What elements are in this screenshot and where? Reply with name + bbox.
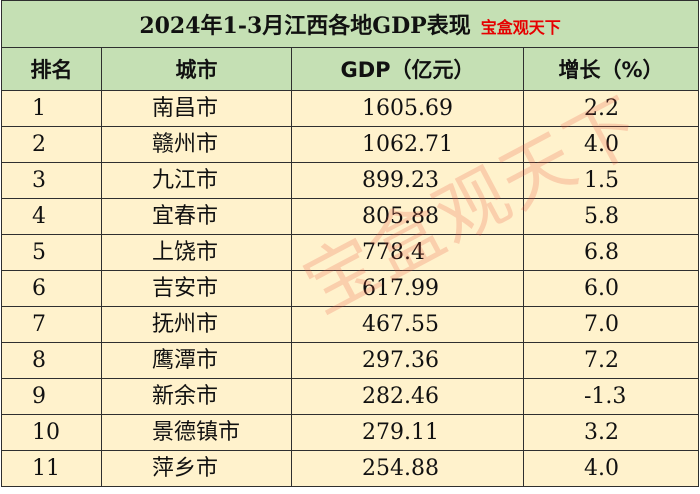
growth-cell: 4.0 <box>522 450 700 487</box>
gdp-cell: 282.46 <box>291 378 524 415</box>
gdp-cell: 1605.69 <box>291 90 524 127</box>
gdp-cell: 297.36 <box>291 342 524 379</box>
gdp-cell: 467.55 <box>291 306 524 343</box>
rank-cell: 10 <box>1 414 102 451</box>
rank-cell: 5 <box>1 234 102 271</box>
growth-cell: 2.2 <box>522 90 700 127</box>
gdp-cell: 899.23 <box>291 162 524 199</box>
city-cell: 抚州市 <box>101 306 292 343</box>
growth-cell: -1.3 <box>522 378 700 415</box>
city-cell: 鹰潭市 <box>101 342 292 379</box>
growth-cell: 4.0 <box>522 126 700 163</box>
header-growth: 增长（%） <box>522 47 700 91</box>
growth-cell: 5.8 <box>522 198 700 235</box>
table-row: 1 南昌市 1605.69 2.2 <box>1 90 700 127</box>
growth-cell: 6.8 <box>522 234 700 271</box>
table-row: 5 上饶市 778.4 6.8 <box>1 234 700 271</box>
rank-cell: 4 <box>1 198 102 235</box>
gdp-cell: 805.88 <box>291 198 524 235</box>
gdp-cell: 254.88 <box>291 450 524 487</box>
city-cell: 上饶市 <box>101 234 292 271</box>
table-row: 3 九江市 899.23 1.5 <box>1 162 700 199</box>
table-title: 2024年1-3月江西各地GDP表现 <box>139 13 471 39</box>
table-row: 7 抚州市 467.55 7.0 <box>1 306 700 343</box>
growth-cell: 1.5 <box>522 162 700 199</box>
rank-cell: 6 <box>1 270 102 307</box>
city-cell: 吉安市 <box>101 270 292 307</box>
rank-cell: 7 <box>1 306 102 343</box>
gdp-cell: 1062.71 <box>291 126 524 163</box>
city-cell: 宜春市 <box>101 198 292 235</box>
header-row: 排名 城市 GDP（亿元） 增长（%） <box>1 47 700 91</box>
title-cell: 2024年1-3月江西各地GDP表现 宝盒观天下 <box>0 0 700 48</box>
table-row: 4 宜春市 805.88 5.8 <box>1 198 700 235</box>
rank-cell: 3 <box>1 162 102 199</box>
city-cell: 萍乡市 <box>101 450 292 487</box>
title-row: 2024年1-3月江西各地GDP表现 宝盒观天下 <box>0 0 700 48</box>
rank-cell: 8 <box>1 342 102 379</box>
city-cell: 赣州市 <box>101 126 292 163</box>
table-row: 10 景德镇市 279.11 3.2 <box>1 414 700 451</box>
rank-cell: 11 <box>1 450 102 487</box>
table-row: 8 鹰潭市 297.36 7.2 <box>1 342 700 379</box>
rank-cell: 1 <box>1 90 102 127</box>
growth-cell: 7.2 <box>522 342 700 379</box>
rank-cell: 9 <box>1 378 102 415</box>
table-row: 6 吉安市 617.99 6.0 <box>1 270 700 307</box>
brand-label: 宝盒观天下 <box>480 18 561 37</box>
table-row: 2 赣州市 1062.71 4.0 <box>1 126 700 163</box>
table-row: 11 萍乡市 254.88 4.0 <box>1 450 700 487</box>
growth-cell: 6.0 <box>522 270 700 307</box>
gdp-cell: 778.4 <box>291 234 524 271</box>
city-cell: 新余市 <box>101 378 292 415</box>
table-row: 9 新余市 282.46 -1.3 <box>1 378 700 415</box>
header-rank: 排名 <box>1 47 102 91</box>
gdp-cell: 617.99 <box>291 270 524 307</box>
city-cell: 南昌市 <box>101 90 292 127</box>
gdp-cell: 279.11 <box>291 414 524 451</box>
header-gdp: GDP（亿元） <box>291 47 524 91</box>
city-cell: 九江市 <box>101 162 292 199</box>
growth-cell: 3.2 <box>522 414 700 451</box>
city-cell: 景德镇市 <box>101 414 292 451</box>
rank-cell: 2 <box>1 126 102 163</box>
header-city: 城市 <box>101 47 292 91</box>
growth-cell: 7.0 <box>522 306 700 343</box>
